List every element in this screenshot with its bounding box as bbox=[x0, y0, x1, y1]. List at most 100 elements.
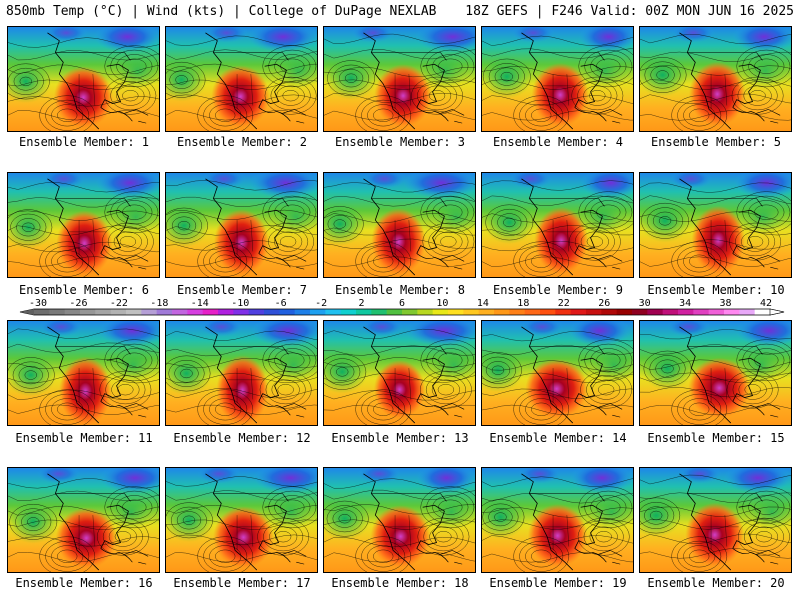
ensemble-member-map bbox=[639, 26, 792, 132]
colorbar-tick-label: -10 bbox=[231, 298, 249, 309]
map-field bbox=[166, 321, 317, 425]
colorbar-swatch bbox=[95, 309, 112, 315]
colorbar-swatch bbox=[126, 309, 142, 315]
ensemble-member-map bbox=[481, 26, 634, 132]
colorbar-swatch bbox=[325, 309, 342, 315]
colorbar-swatch bbox=[202, 309, 219, 315]
colorbar-swatch bbox=[570, 309, 587, 315]
colorbar-swatch bbox=[647, 309, 664, 315]
colorbar-tick-label: 14 bbox=[477, 298, 489, 309]
colorbar-tick-label: 2 bbox=[359, 298, 365, 309]
map-field bbox=[166, 173, 317, 277]
colorbar-swatch bbox=[49, 309, 66, 315]
colorbar-swatch bbox=[187, 309, 204, 315]
colorbar-swatch bbox=[494, 309, 510, 315]
map-field bbox=[482, 321, 633, 425]
header-run-info: 18Z GEFS | F246 Valid: 00Z MON JUN 16 20… bbox=[465, 4, 794, 19]
colorbar-swatch bbox=[739, 309, 756, 315]
ensemble-member-label: Ensemble Member: 18 bbox=[331, 576, 469, 590]
colorbar-swatch bbox=[264, 309, 280, 315]
map-field bbox=[8, 321, 159, 425]
colorbar-swatch bbox=[616, 309, 633, 315]
ensemble-member-map bbox=[7, 26, 160, 132]
colorbar-tick-label: -2 bbox=[315, 298, 327, 309]
ensemble-member-map bbox=[7, 467, 160, 573]
colorbar-swatch bbox=[448, 309, 464, 315]
colorbar-swatch bbox=[371, 309, 388, 315]
colorbar-swatch bbox=[340, 309, 357, 315]
colorbar-swatch bbox=[248, 309, 265, 315]
colorbar-swatch bbox=[632, 309, 648, 315]
colorbar-swatch bbox=[586, 309, 602, 315]
ensemble-member-map bbox=[323, 467, 476, 573]
ensemble-member-label: Ensemble Member: 19 bbox=[489, 576, 627, 590]
colorbar-swatch bbox=[601, 309, 618, 315]
colorbar-swatch bbox=[463, 309, 480, 315]
colorbar-swatch bbox=[156, 309, 173, 315]
colorbar-swatch bbox=[279, 309, 296, 315]
map-field bbox=[8, 173, 159, 277]
ensemble-member-map bbox=[165, 320, 318, 426]
ensemble-member-label: Ensemble Member: 2 bbox=[176, 135, 308, 149]
map-field bbox=[324, 468, 475, 572]
ensemble-member-map bbox=[165, 26, 318, 132]
ensemble-member-label: Ensemble Member: 15 bbox=[647, 431, 785, 445]
colorbar-swatch bbox=[34, 309, 50, 315]
map-field bbox=[482, 468, 633, 572]
colorbar-tick-label: 42 bbox=[760, 298, 772, 309]
map-field bbox=[640, 468, 791, 572]
colorbar-tick-label: -26 bbox=[69, 298, 87, 309]
colorbar-swatch bbox=[662, 309, 679, 315]
colorbar-swatch bbox=[141, 309, 158, 315]
map-field bbox=[8, 27, 159, 131]
map-field bbox=[166, 27, 317, 131]
map-field bbox=[324, 321, 475, 425]
ensemble-member-label: Ensemble Member: 9 bbox=[492, 283, 624, 297]
map-field bbox=[640, 321, 791, 425]
ensemble-member-label: Ensemble Member: 1 bbox=[18, 135, 150, 149]
map-field bbox=[166, 468, 317, 572]
colorbar-swatch bbox=[110, 309, 127, 315]
ensemble-member-label: Ensemble Member: 5 bbox=[650, 135, 782, 149]
ensemble-member-label: Ensemble Member: 16 bbox=[15, 576, 153, 590]
colorbar-swatch bbox=[356, 309, 372, 315]
ensemble-member-map bbox=[7, 320, 160, 426]
colorbar-swatch bbox=[64, 309, 81, 315]
colorbar-swatch bbox=[708, 309, 725, 315]
colorbar-swatch bbox=[693, 309, 710, 315]
ensemble-member-map bbox=[481, 172, 634, 278]
colorbar-swatch bbox=[172, 309, 188, 315]
colorbar-swatch bbox=[218, 309, 234, 315]
colorbar-tick-label: -6 bbox=[275, 298, 287, 309]
ensemble-member-label: Ensemble Member: 13 bbox=[331, 431, 469, 445]
map-field bbox=[640, 173, 791, 277]
colorbar-tick-label: -22 bbox=[110, 298, 128, 309]
map-field bbox=[324, 27, 475, 131]
ensemble-member-label: Ensemble Member: 8 bbox=[334, 283, 466, 297]
ensemble-member-label: Ensemble Member: 20 bbox=[647, 576, 785, 590]
map-field bbox=[482, 27, 633, 131]
map-field bbox=[640, 27, 791, 131]
colorbar-tick-label: 34 bbox=[679, 298, 691, 309]
colorbar-swatch bbox=[754, 309, 771, 315]
colorbar-swatch bbox=[509, 309, 526, 315]
ensemble-member-map bbox=[323, 26, 476, 132]
colorbar-tick-label: 10 bbox=[436, 298, 448, 309]
ensemble-member-map bbox=[323, 320, 476, 426]
colorbar-tick-label: 38 bbox=[720, 298, 732, 309]
colorbar-tick-label: 18 bbox=[517, 298, 529, 309]
ensemble-member-map bbox=[481, 467, 634, 573]
colorbar-swatch bbox=[233, 309, 250, 315]
ensemble-member-map bbox=[639, 320, 792, 426]
colorbar-swatch bbox=[432, 309, 449, 315]
colorbar-swatch bbox=[524, 309, 541, 315]
ensemble-member-map bbox=[323, 172, 476, 278]
colorbar-swatch bbox=[540, 309, 556, 315]
colorbar-tick-label: 22 bbox=[558, 298, 570, 309]
colorbar-right-arrow bbox=[769, 308, 785, 316]
ensemble-member-map bbox=[165, 467, 318, 573]
colorbar-swatch bbox=[402, 309, 418, 315]
colorbar-tick-label: 6 bbox=[399, 298, 405, 309]
colorbar-swatch bbox=[678, 309, 694, 315]
map-field bbox=[324, 173, 475, 277]
